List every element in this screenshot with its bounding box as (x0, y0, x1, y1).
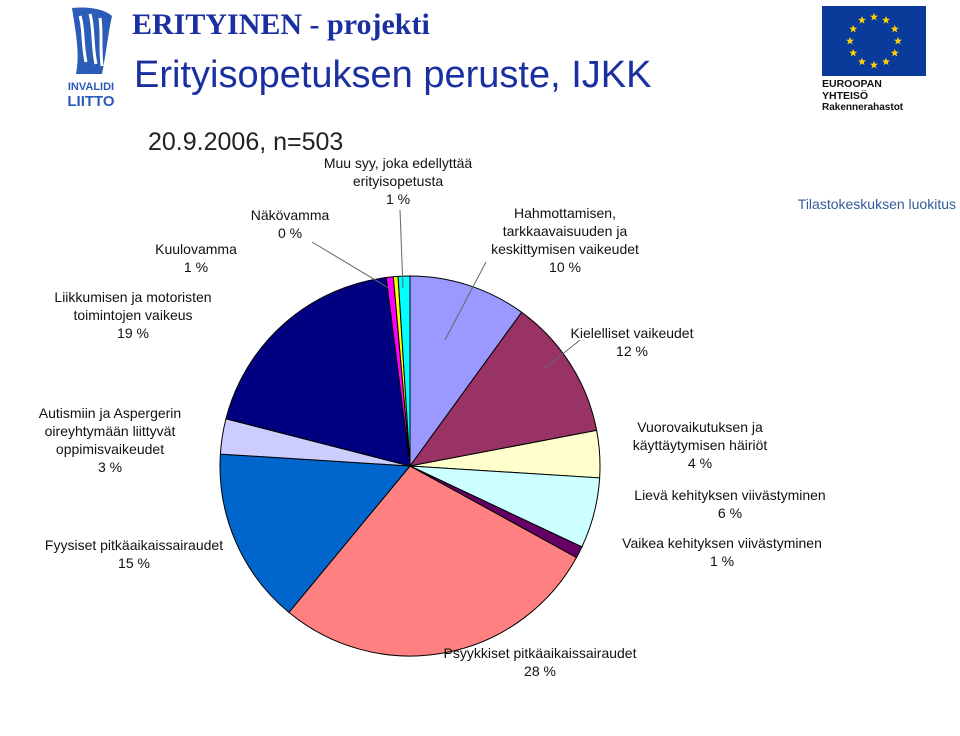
eu-star (870, 12, 878, 21)
eu-star (849, 24, 858, 33)
slice-category: Kuulovamma (155, 241, 237, 257)
slice-label: Vuorovaikutuksen ja käyttäytymisen häiriö… (633, 418, 768, 472)
slice-label: Psyykkiset pitkäaikaissairaudet 28 % (444, 644, 637, 680)
date-sample-line: 20.9.2006, n=503 (148, 128, 344, 156)
eu-logo: EUROOPAN YHTEISÖ Rakennerahastot (822, 6, 932, 114)
slice-category: tarkkaavaisuuden ja (502, 223, 628, 239)
eu-star (894, 36, 902, 45)
slice-category: Muu syy, joka edellyttää (323, 155, 473, 171)
project-title: ERITYINEN - projekti (132, 8, 430, 41)
pie-slice (225, 276, 411, 467)
eu-star (858, 57, 866, 66)
slice-label: Vaikea kehityksen viivästyminen 1 % (622, 534, 822, 570)
pie-slice (408, 311, 598, 467)
eu-flag-icon (822, 6, 926, 76)
eu-star (858, 16, 866, 24)
slice-percent: 19 % (117, 325, 149, 341)
slice-percent: 28 % (524, 663, 556, 679)
slice-category: Fyysiset pitkäaikaissairaudet (44, 537, 224, 553)
slice-percent: 1 % (385, 191, 411, 207)
slice-category: Autismiin ja Aspergerin (38, 405, 182, 421)
slice-label: Hahmottamisen, tarkkaavaisuuden ja keskitt… (491, 204, 639, 276)
slice-percent: 12 % (616, 343, 648, 359)
eu-star (846, 36, 854, 45)
slice-label: Lievä kehityksen viivästyminen 6 % (634, 486, 825, 522)
eu-text-1: EUROOPAN (822, 78, 882, 90)
eu-star (870, 60, 878, 69)
slide-title: Erityisopetuksen peruste, IJKK (134, 54, 652, 96)
logo-text-2: LIITTO (67, 93, 115, 110)
slice-category: Näkövamma (250, 207, 330, 223)
source-note: Tilastokeskuksen luokitus (797, 196, 956, 212)
slice-percent: 15 % (118, 555, 150, 571)
slice-category: käyttäytymisen häiriöt (632, 437, 768, 453)
pie-slice (409, 275, 523, 468)
leader-line (444, 261, 487, 341)
slice-label: Autismiin ja Aspergerin oireyhtymään liit… (39, 404, 181, 476)
slice-percent: 1 % (709, 553, 735, 569)
eu-text-2: YHTEISÖ (822, 90, 869, 102)
slice-label: Näkövamma 0 % (251, 206, 330, 242)
leader-line (544, 339, 581, 369)
leader-line (311, 241, 393, 291)
eu-star (882, 16, 890, 24)
slice-category: Vuorovaikutuksen ja (637, 419, 763, 435)
slice-category: keskittymisen vaikeudet (491, 241, 639, 257)
slice-category: toimintojen vaikeus (73, 307, 193, 323)
slice-percent: 10 % (549, 259, 581, 275)
slice-percent: 4 % (687, 455, 713, 471)
pie-slice (397, 275, 411, 467)
slice-label: Liikkumisen ja motoristen toimintojen vai… (54, 288, 211, 342)
slice-category: Lievä kehityksen viivästyminen (634, 487, 826, 503)
slice-percent: 6 % (717, 505, 743, 521)
slice-label: Kielelliset vaikeudet 12 % (571, 324, 694, 360)
eu-text-3: Rakennerahastot (822, 102, 904, 113)
slice-category: Psyykkiset pitkäaikaissairaudet (443, 645, 637, 661)
invalidiliitto-logo: INVALIDI LIITTO (67, 7, 115, 110)
slice-percent: 3 % (97, 459, 123, 475)
eu-star (882, 57, 890, 66)
pie-slice (219, 453, 412, 614)
slice-category: Liikkumisen ja motoristen (54, 289, 212, 305)
slice-label: Fyysiset pitkäaikaissairaudet 15 % (45, 536, 223, 572)
leader-line (399, 209, 404, 289)
eu-star (890, 24, 899, 33)
pie-slice (288, 465, 578, 657)
slice-category: oppimisvaikeudet (55, 441, 165, 457)
slice-percent: 0 % (277, 225, 303, 241)
eu-star (849, 48, 858, 57)
slice-percent: 1 % (183, 259, 209, 275)
slice-category: erityisopetusta (352, 173, 444, 189)
logo-text-1: INVALIDI (68, 81, 114, 93)
slice-category: Vaikea kehityksen viivästyminen (622, 535, 822, 551)
eu-star (890, 48, 899, 57)
slice-label: Kuulovamma 1 % (155, 240, 237, 276)
slice-category: Hahmottamisen, (514, 205, 616, 221)
slice-label: Muu syy, joka edellyttää erityisopetusta 1… (324, 154, 472, 208)
slice-category: Kielelliset vaikeudet (570, 325, 694, 341)
slice-category: oireyhtymään liittyvät (44, 423, 176, 439)
